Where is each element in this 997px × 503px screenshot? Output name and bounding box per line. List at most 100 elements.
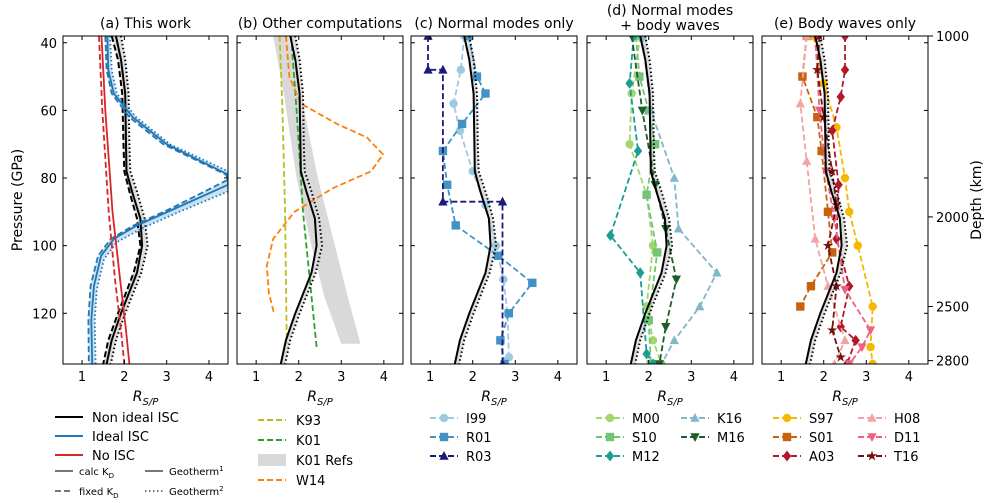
- data-point: [648, 358, 658, 364]
- legend-d: M00 S10 M12 K16 M16: [596, 412, 745, 465]
- x-tick-label: 1: [426, 370, 434, 385]
- non-ideal-isc-envelope: [280, 36, 323, 364]
- right-axis-label: Depth (km): [969, 160, 985, 240]
- series-line: [102, 36, 142, 364]
- data-point: [642, 190, 651, 200]
- legend-label: R03: [466, 450, 492, 465]
- data-point: [813, 112, 822, 122]
- legend-label: W14: [296, 474, 325, 489]
- legend-label: K93: [296, 414, 321, 429]
- x-tick-label: 4: [554, 370, 562, 385]
- legend-marker: [605, 450, 615, 462]
- x-tick-label: 3: [862, 370, 870, 385]
- data-point: [661, 323, 671, 332]
- series-line: [816, 36, 842, 358]
- axes-frame: [410, 35, 578, 365]
- legend-label: No ISC: [92, 449, 135, 464]
- data-point: [865, 326, 876, 336]
- data-point: [866, 342, 875, 352]
- legend-a: Non ideal ISC Ideal ISC No ISC calc KD Geoth…: [55, 411, 224, 500]
- legend-label-small: calc KD: [79, 467, 114, 480]
- data-point: [650, 140, 660, 149]
- data-point: [423, 64, 433, 74]
- legend-label: S97: [809, 412, 834, 427]
- x-tick-label: 4: [380, 370, 388, 385]
- series-line: [630, 36, 678, 364]
- legend-label: H08: [894, 412, 920, 427]
- series-line: [278, 36, 288, 344]
- panel-a: 1 2 3 4 40 60 80 100 120 RS/P (a) This work: [32, 16, 229, 408]
- legend-c: I99 R01 R03: [430, 412, 492, 465]
- data-point: [840, 285, 850, 295]
- legend-label: T16: [893, 450, 918, 465]
- right-tick-label: 2000: [936, 211, 969, 226]
- data-point: [644, 315, 653, 325]
- panels-group: 1 2 3 4 40 60 80 100 120 RS/P (a) This work 1 2 3 4 RS/…: [32, 3, 969, 408]
- data-point: [629, 36, 635, 42]
- series-line: [427, 36, 504, 364]
- data-point: [845, 207, 854, 217]
- x-tick-label: 2: [120, 370, 128, 385]
- data-point: [827, 165, 838, 176]
- x-axis-label: RS/P: [657, 389, 683, 408]
- data-point: [496, 336, 505, 345]
- data-point: [836, 91, 845, 103]
- series-line: [90, 36, 228, 364]
- axes-frame: [586, 35, 754, 365]
- y-tick-label: 80: [40, 172, 57, 187]
- x-tick-label: 2: [645, 370, 653, 385]
- data-point: [673, 223, 684, 233]
- data-point: [423, 36, 433, 40]
- data-point: [810, 233, 820, 243]
- data-point: [497, 196, 508, 206]
- non-ideal-isc-envelope: [454, 36, 497, 364]
- series-line: [634, 36, 674, 364]
- data-point: [802, 156, 812, 165]
- data-point: [853, 241, 862, 250]
- data-point: [840, 36, 850, 42]
- data-point: [817, 146, 826, 156]
- data-point: [637, 106, 647, 116]
- data-point: [835, 351, 846, 362]
- data-point: [481, 89, 490, 98]
- data-point: [818, 111, 829, 122]
- series-line: [641, 36, 718, 364]
- series-line: [100, 36, 131, 364]
- series-line: [265, 36, 385, 314]
- series-line: [804, 36, 843, 364]
- x-tick-label: 2: [820, 370, 828, 385]
- legend-b: K93 K01 K01 Refs W14: [258, 414, 353, 489]
- panel-c: 1 2 3 4 RS/P (c) Normal modes only: [410, 16, 578, 408]
- data-point: [494, 251, 503, 260]
- data-point: [823, 207, 833, 217]
- series-line: [831, 36, 857, 364]
- plot-area: [795, 36, 877, 364]
- x-tick-label: 4: [205, 370, 213, 385]
- data-point: [625, 77, 634, 89]
- data-point: [669, 172, 679, 182]
- y-tick-label: 40: [40, 37, 57, 52]
- legend-label-small: Geotherm2: [169, 485, 224, 498]
- x-axis-label: RS/P: [133, 389, 159, 408]
- legend-label: S10: [632, 431, 657, 446]
- legend-label: K01: [296, 434, 321, 449]
- data-point: [834, 179, 843, 191]
- data-point: [851, 334, 860, 346]
- legend-marker: [782, 432, 792, 442]
- data-point: [840, 335, 850, 345]
- data-point: [831, 280, 842, 291]
- legend-marker: [782, 450, 792, 462]
- data-point: [500, 359, 509, 364]
- k01-refs-band: [273, 36, 361, 344]
- legend-marker: [439, 450, 449, 460]
- series-line: [812, 36, 874, 364]
- panel-title: (e) Body waves only: [774, 16, 916, 32]
- axes-frame: [761, 35, 929, 365]
- panel-b: 1 2 3 4 RS/P (b) Other computations: [236, 16, 404, 408]
- axes-frame: [62, 35, 229, 365]
- data-point: [669, 335, 679, 345]
- legend-marker: [782, 413, 792, 423]
- x-axis-label: RS/P: [832, 389, 858, 408]
- plot-area: [423, 36, 537, 364]
- data-point: [795, 98, 805, 108]
